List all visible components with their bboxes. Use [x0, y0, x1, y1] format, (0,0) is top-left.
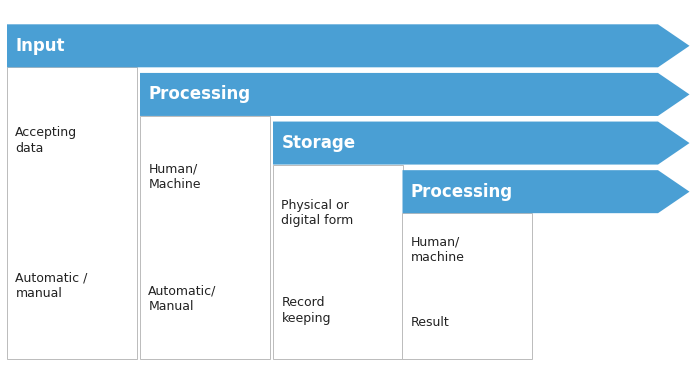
Polygon shape — [7, 24, 690, 67]
Polygon shape — [140, 73, 690, 116]
Bar — [402, 213, 532, 359]
Polygon shape — [402, 170, 690, 213]
Text: Input: Input — [15, 37, 65, 55]
Text: Record
keeping: Record keeping — [281, 296, 331, 325]
Text: Physical or
digital form: Physical or digital form — [281, 199, 354, 227]
Bar — [7, 67, 136, 359]
Text: Processing: Processing — [148, 85, 251, 104]
Text: Human/
machine: Human/ machine — [411, 235, 465, 264]
Text: Accepting
data: Accepting data — [15, 126, 78, 154]
Text: Result: Result — [411, 316, 449, 329]
Bar — [273, 165, 402, 359]
Text: Automatic /
manual: Automatic / manual — [15, 272, 88, 300]
Text: Automatic/
Manual: Automatic/ Manual — [148, 284, 217, 313]
Text: Processing: Processing — [411, 183, 513, 201]
Bar — [140, 116, 270, 359]
Text: Human/
Machine: Human/ Machine — [148, 162, 201, 191]
Polygon shape — [273, 122, 690, 165]
Text: Storage: Storage — [281, 134, 356, 152]
